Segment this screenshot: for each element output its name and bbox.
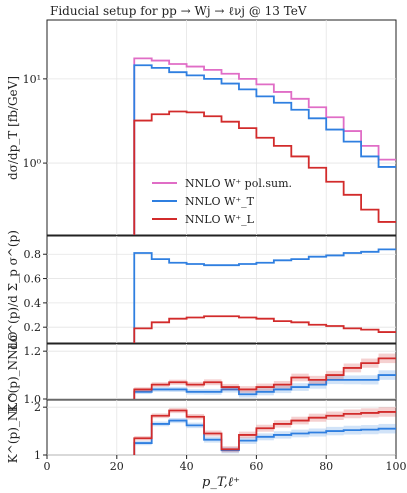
- legend-label-transverse: NNLO W⁺_T: [185, 195, 255, 208]
- panel-knlo-marks: [133, 407, 396, 455]
- panel-fraction-ylabel: dσ^(p)/d Σ_p σ^(p): [6, 230, 20, 350]
- panel-knlo-ylabel: K^(p)_NLO: [6, 393, 20, 464]
- x-tick-label: 80: [319, 460, 333, 473]
- series-line: [133, 374, 396, 399]
- panel-knnlo-ylabel: K^(p)_NNLO: [6, 331, 20, 412]
- series-line: [133, 315, 396, 343]
- panel-knlo: 12 K^(p)_NLO: [6, 393, 397, 464]
- y-tick-label: 1.2: [24, 345, 42, 358]
- x-axis-label: p_T,ℓ⁺: [202, 475, 240, 490]
- panel-main-grid: [47, 20, 396, 235]
- series-line: [133, 57, 396, 235]
- series-line: [133, 248, 396, 343]
- y-tick-label: 1: [34, 449, 41, 462]
- y-tick-label: 2: [34, 401, 41, 414]
- panel-knnlo-marks: [133, 353, 396, 399]
- panel-main-frame: [46, 19, 397, 236]
- x-tick-label: 20: [110, 460, 124, 473]
- panel-knnlo: 1.0 1.2 K^(p)_NNLO: [6, 331, 397, 412]
- panel-main: 10¹ 10⁰ dσ/dp_T [fb/GeV] NNLO W⁺ pol.sum.…: [6, 19, 397, 236]
- y-tick-label: 0.4: [24, 297, 42, 310]
- panel-fraction-ticks: 0.2 0.4 0.6 0.8: [24, 248, 47, 334]
- panel-main-marks: [133, 57, 396, 235]
- x-tick-label: 60: [249, 460, 263, 473]
- y-tick-label: 0.2: [24, 321, 42, 334]
- series-line: [133, 409, 396, 455]
- legend: NNLO W⁺ pol.sum. NNLO W⁺_T NNLO W⁺_L: [152, 177, 292, 226]
- x-tick-label: 100: [386, 460, 407, 473]
- y-tick-label: 0.6: [24, 273, 42, 286]
- y-tick-label: 0.8: [24, 248, 42, 261]
- y-tick-label: 10⁰: [23, 157, 42, 170]
- legend-label-longitudinal: NNLO W⁺_L: [185, 213, 255, 226]
- panel-fraction-marks: [133, 248, 396, 343]
- panel-main-ylabel: dσ/dp_T [fb/GeV]: [6, 76, 20, 180]
- panel-knlo-ticks: 12: [34, 401, 47, 462]
- x-tick-label: 40: [180, 460, 194, 473]
- panel-fraction: 0.2 0.4 0.6 0.8 dσ^(p)/d Σ_p σ^(p): [6, 230, 397, 350]
- panel-knnlo-ticks: 1.0 1.2: [24, 345, 47, 406]
- x-axis: 0 20 40 60 80 100: [44, 455, 407, 473]
- panel-main-ticks: 10¹ 10⁰: [23, 73, 47, 170]
- series-line: [133, 64, 396, 235]
- chart-title: Fiducial setup for pp → Wj → ℓνj @ 13 Te…: [50, 4, 307, 18]
- y-tick-label: 1.0: [24, 393, 42, 406]
- series-line: [133, 357, 396, 399]
- x-tick-label: 0: [44, 460, 51, 473]
- legend-label-polsum: NNLO W⁺ pol.sum.: [185, 177, 292, 190]
- panel-fraction-frame: [46, 235, 397, 344]
- panel-knlo-grid: [47, 400, 396, 456]
- series-line: [133, 419, 396, 455]
- y-tick-label: 10¹: [23, 73, 41, 86]
- series-line: [133, 110, 396, 235]
